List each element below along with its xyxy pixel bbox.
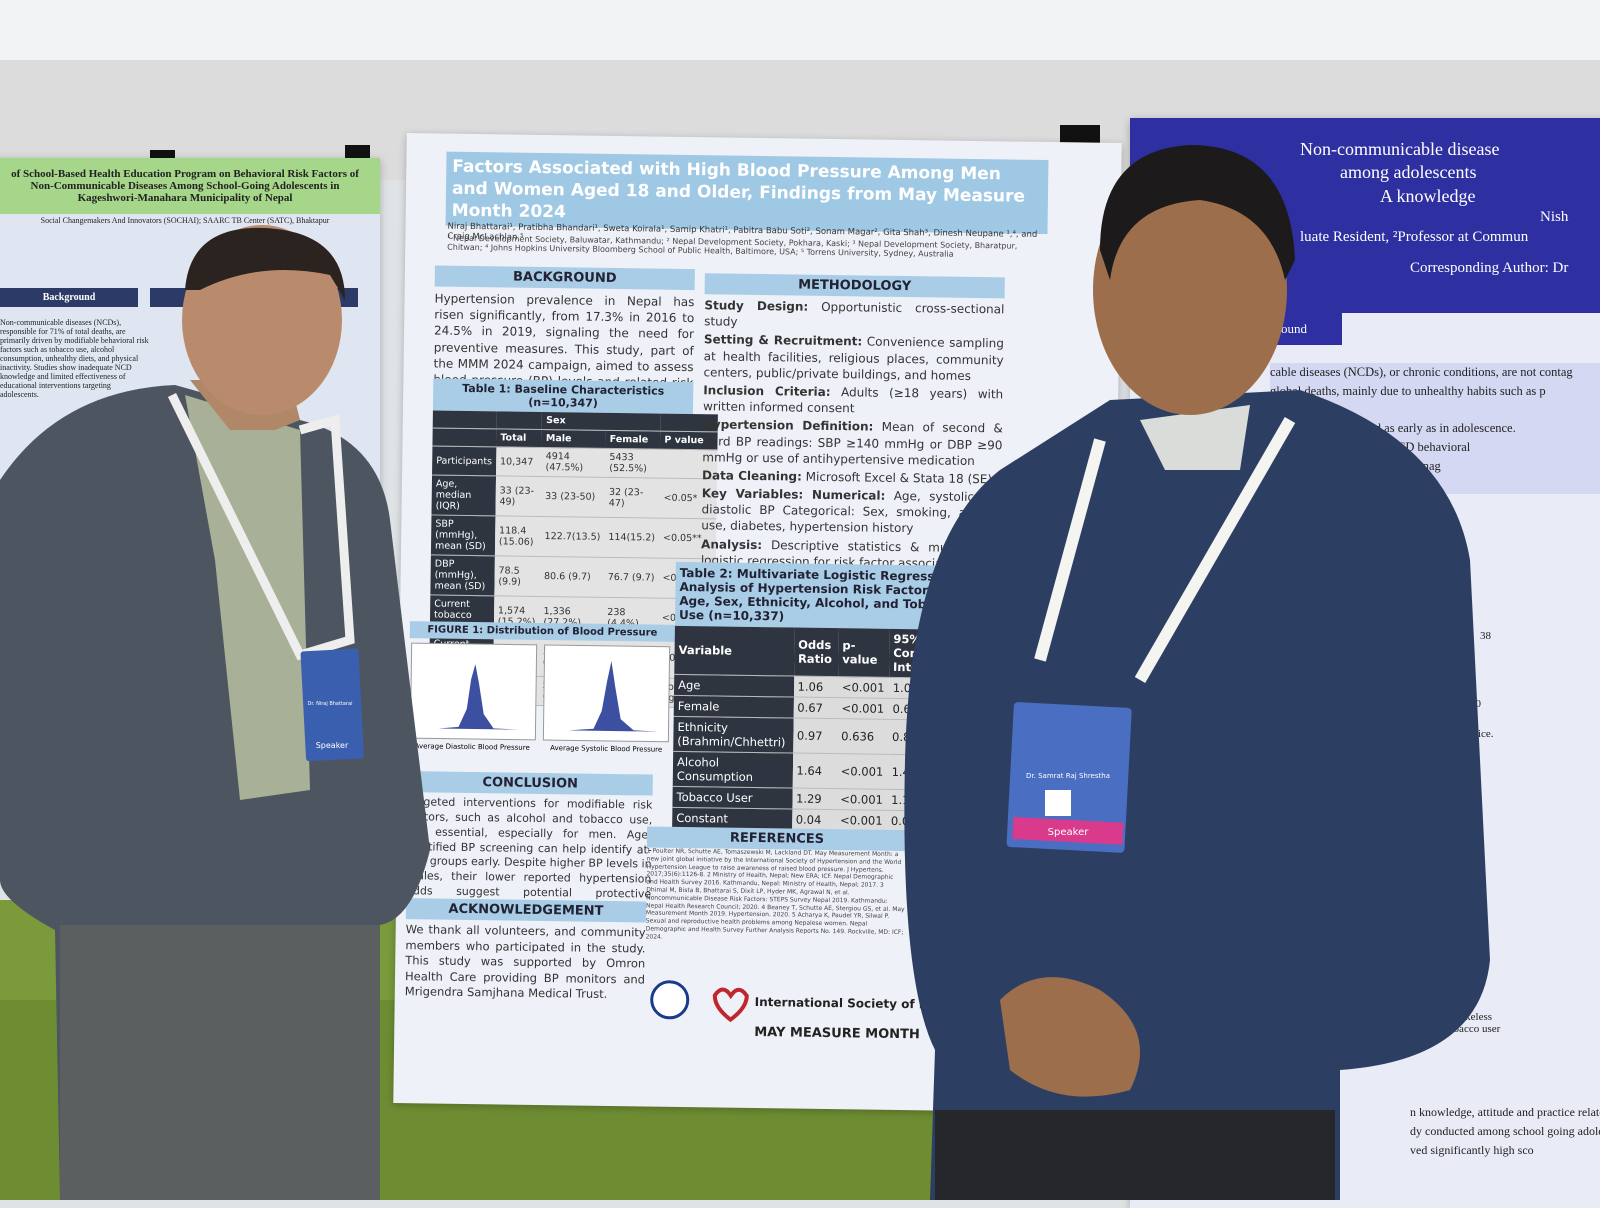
badges: Speaker Dr. Niraj Bhattarai Speaker Dr. … <box>300 648 1132 853</box>
right-bottom-text: n knowledge, attitude and practice relat… <box>1410 1103 1600 1161</box>
figure-plots: Average Diastolic Blood Pressure Average… <box>409 642 671 754</box>
badge-role: Speaker <box>1048 827 1090 838</box>
left-text: Non-communicable diseases (NCDs), respon… <box>0 318 149 399</box>
right-corresponding: Corresponding Author: Dr <box>1410 260 1569 277</box>
badge-role: Speaker <box>316 741 349 750</box>
right-title: among adolescents <box>1340 162 1477 183</box>
figure-caption: Average Diastolic Blood Pressure <box>415 742 530 752</box>
logo-text: MAY MEASURE MONTH <box>754 1025 920 1042</box>
left-section: Background <box>0 288 138 307</box>
right-affiliation: luate Resident, ²Professor at Commun <box>1300 228 1529 245</box>
right-section: ound <box>1275 313 1342 345</box>
right-line: ved significantly high sco <box>1410 1143 1534 1158</box>
logo-text: International Society of Hypertension <box>755 995 945 1013</box>
badge-name: Dr. Samrat Raj Shrestha <box>1026 772 1110 780</box>
right-person <box>904 145 1490 1200</box>
figure-caption: Average Systolic Blood Pressure <box>550 744 662 754</box>
right-line: dy conducted among school going adolesc <box>1410 1124 1600 1139</box>
right-author: Nish <box>1540 209 1569 226</box>
badge-name: Dr. Niraj Bhattarai <box>307 701 352 707</box>
left-title: of School-Based Health Education Program… <box>0 158 380 214</box>
right-line: global deaths, mainly due to unhealthy h… <box>1270 383 1546 398</box>
center-poster: Factors Associated with High Blood Press… <box>393 133 1122 1113</box>
left-affiliation: Social Changemakers And Innovators (SOCH… <box>40 216 330 225</box>
chart-label: 38 <box>1480 630 1491 642</box>
right-title: Non-communicable disease <box>1300 139 1500 159</box>
logos: International Society of Hypertension MA… <box>650 980 945 1042</box>
figure1: FIGURE 1: Distribution of Blood Pressure… <box>408 621 675 766</box>
left-person <box>0 225 430 1200</box>
right-line: n knowledge, attitude and practice relat… <box>1410 1105 1600 1119</box>
right-line: cable diseases (NCDs), or chronic condit… <box>1270 365 1573 379</box>
right-title: A knowledge <box>1380 185 1476 206</box>
